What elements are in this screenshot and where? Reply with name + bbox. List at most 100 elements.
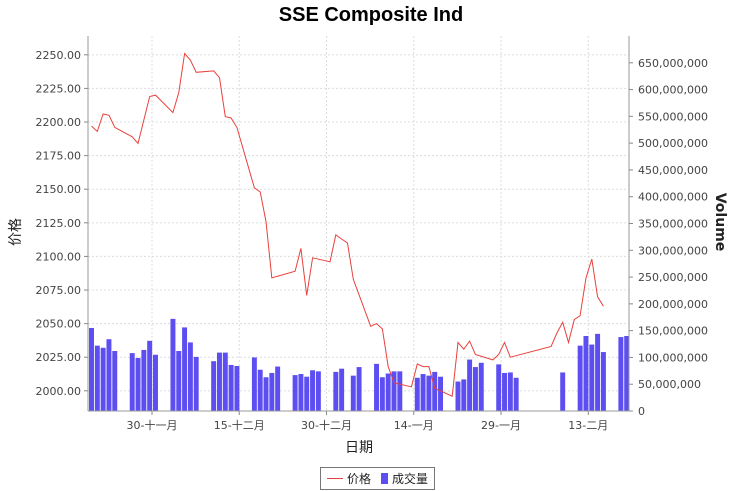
plot-area [88, 36, 629, 411]
volume-bar [315, 371, 321, 411]
volume-bar [467, 359, 473, 411]
y-right-tick-label: 100,000,000 [638, 351, 708, 364]
volume-bar [350, 375, 356, 411]
y-right-tick-label: 550,000,000 [638, 110, 708, 123]
x-tick-label: 30-十一月 [127, 418, 178, 432]
y-right-tick-label: 50,000,000 [638, 378, 701, 391]
volume-bar [228, 364, 234, 411]
volume-bar [507, 372, 513, 411]
x-tick-label: 15-十二月 [214, 418, 265, 432]
volume-bar [129, 353, 135, 411]
volume-bar [217, 352, 222, 411]
volume-bar [478, 362, 484, 411]
x-axis-label: 日期 [345, 440, 373, 456]
volume-bar [432, 371, 438, 411]
volume-bar [100, 347, 106, 411]
volume-bar [222, 352, 228, 411]
y-right-tick-label: 300,000,000 [638, 244, 708, 257]
volume-bar [502, 372, 507, 411]
volume-bar [496, 364, 502, 411]
y-right-tick-label: 350,000,000 [638, 218, 708, 231]
y-left-tick-label: 2250.00 [36, 49, 82, 62]
volume-bar [339, 368, 345, 411]
y-right-tick-label: 400,000,000 [638, 191, 708, 204]
volume-bar [304, 376, 310, 411]
y-axis-right-label: Volume [712, 193, 728, 252]
y-right-tick-label: 200,000,000 [638, 298, 708, 311]
volume-bar [426, 375, 432, 411]
volume-bar [595, 333, 601, 411]
legend-volume-swatch [381, 473, 389, 484]
y-right-tick-label: 150,000,000 [638, 325, 708, 338]
volume-bar [379, 377, 385, 411]
volume-bar [153, 354, 158, 411]
y-right-tick-label: 500,000,000 [638, 137, 708, 150]
volume-bar [589, 344, 595, 411]
volume-bar [112, 351, 118, 411]
price-line [91, 52, 604, 397]
grid-lines [88, 36, 629, 411]
volume-bar [187, 342, 193, 411]
y-right-tick-label: 650,000,000 [638, 57, 708, 70]
volume-bar [420, 374, 426, 411]
y-left-tick-label: 2125.00 [36, 217, 82, 230]
volume-bar [147, 340, 153, 411]
volume-bar [141, 349, 147, 411]
x-tick-label: 29-一月 [481, 419, 521, 432]
volume-bar [257, 369, 263, 411]
y-left-tick-label: 2225.00 [36, 82, 82, 95]
volume-bar [298, 374, 304, 411]
volume-bars [89, 318, 630, 411]
volume-bar [176, 351, 182, 411]
price-series-line [91, 52, 604, 397]
volume-bar [600, 352, 606, 411]
volume-bar [251, 357, 257, 411]
legend: 价格 成交量 [320, 467, 436, 490]
volume-bar [374, 363, 380, 411]
x-tick-label: 14-一月 [394, 419, 434, 432]
y-right-tick-label: 0 [638, 405, 645, 418]
volume-bar [275, 366, 281, 411]
volume-bar [385, 373, 391, 411]
y-left-tick-label: 2175.00 [36, 150, 82, 163]
volume-bar [455, 381, 461, 411]
volume-bar [106, 339, 112, 411]
y-axis-left-label: 价格 [8, 218, 24, 246]
legend-price-swatch [327, 478, 343, 479]
y-left-tick-label: 2050.00 [36, 318, 82, 331]
volume-bar [577, 345, 583, 411]
volume-bar [170, 318, 176, 411]
volume-bar [438, 376, 444, 411]
volume-bar [94, 345, 100, 411]
volume-bar [234, 366, 240, 411]
y-left-tick-label: 2200.00 [36, 116, 82, 129]
y-right-tick-label: 250,000,000 [638, 271, 708, 284]
volume-bar [624, 336, 630, 411]
volume-bar [211, 361, 217, 411]
y-left-tick-label: 2100.00 [36, 250, 82, 263]
x-tick-label: 13-二月 [568, 419, 608, 432]
volume-bar [135, 357, 141, 411]
volume-bar [583, 336, 589, 411]
x-tick-label: 30-十二月 [301, 418, 352, 432]
y-left-tick-label: 2150.00 [36, 183, 82, 196]
y-left-tick-label: 2075.00 [36, 284, 82, 297]
volume-bar [333, 371, 339, 411]
volume-bar [560, 372, 566, 411]
y-left-tick-label: 2025.00 [36, 351, 82, 364]
y-left-tick-label: 2000.00 [36, 385, 82, 398]
y-right-tick-label: 450,000,000 [638, 164, 708, 177]
volume-bar [310, 370, 316, 411]
axes: 2000.00 2025.00 2050.00 2075.00 2100.00 2125.… [36, 36, 708, 432]
volume-bar [89, 327, 94, 411]
legend-volume-label: 成交量 [392, 472, 429, 486]
volume-bar [292, 375, 298, 411]
y-right-tick-label: 600,000,000 [638, 84, 708, 97]
volume-bar [193, 356, 199, 411]
volume-bar [397, 371, 403, 411]
volume-bar [414, 377, 420, 411]
volume-bar [472, 367, 478, 411]
volume-bar [356, 367, 362, 411]
volume-bar [391, 371, 397, 411]
